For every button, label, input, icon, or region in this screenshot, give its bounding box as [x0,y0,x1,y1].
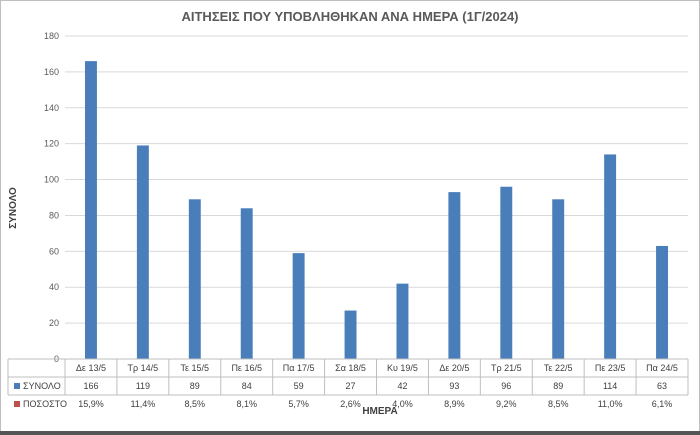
legend-label: ΠΟΣΟΣΤΟ [23,399,67,409]
y-tick-label: 120 [44,139,59,149]
bar [552,199,565,359]
category-label: Πε 23/5 [595,363,626,373]
y-tick-label: 80 [49,210,59,220]
bar [448,192,461,359]
legend-swatch [14,383,20,389]
data-label: 84 [242,381,252,391]
category-label: Πε 16/5 [231,363,262,373]
data-label: 11,0% [598,399,623,409]
y-tick-label: 180 [44,31,59,41]
bar [396,283,409,359]
category-label: Σα 18/5 [335,363,366,373]
data-label: 8,9% [444,399,465,409]
data-label: 42 [397,381,407,391]
category-label: Τρ 14/5 [128,363,159,373]
data-label: 5,7% [288,399,309,409]
y-tick-label: 140 [44,103,59,113]
data-label: 8,5% [185,399,206,409]
bar [604,154,617,359]
data-label: 15,9% [78,399,104,409]
bar [188,199,201,359]
data-label: 114 [603,381,617,391]
data-label: 59 [294,381,304,391]
category-label: Δε 13/5 [76,363,106,373]
chart-title: ΑΙΤΗΣΕΙΣ ΠΟΥ ΥΠΟΒΛΗΘΗΚΑΝ ΑΝΑ ΗΜΕΡΑ (1Γ/2… [181,9,518,24]
bar [292,253,305,359]
y-tick-label: 160 [44,67,59,77]
bars [84,61,669,359]
bar [344,310,357,359]
data-label: 6,1% [652,399,673,409]
legend-label: ΣΥΝΟΛΟ [23,381,61,391]
data-label: 93 [449,381,459,391]
category-label: Κυ 19/5 [387,363,418,373]
data-label: 119 [136,381,150,391]
bar [656,245,669,359]
bottom-rule [0,431,700,435]
data-label: 8,5% [548,399,569,409]
y-tick-label: 20 [49,318,59,328]
bar [84,61,97,359]
y-tick-label: 60 [49,246,59,256]
data-label: 89 [190,381,200,391]
data-label: 63 [657,381,667,391]
data-label: 11,4% [130,399,155,409]
x-axis-title: ΗΜΕΡΑ [362,406,397,417]
y-tick-label: 40 [49,282,59,292]
data-label: 9,2% [496,399,517,409]
data-label: 89 [553,381,563,391]
bar [136,145,149,359]
data-label: 4,0% [392,399,413,409]
category-label: Πα 24/5 [646,363,678,373]
category-label: Τε 15/5 [181,363,210,373]
gridlines [65,35,688,360]
data-label: 2,6% [340,399,361,409]
category-label: Τρ 21/5 [491,363,522,373]
data-table: Δε 13/5 Τρ 14/5 Τε 15/5 Πε 16/5 Πα 17/5 Σα 18… [7,358,689,409]
category-label: Δε 20/5 [439,363,469,373]
legend-swatch [14,401,20,407]
data-label: 166 [83,381,98,391]
bar [240,208,253,359]
data-label: 27 [346,381,356,391]
y-tick-label: 100 [44,175,59,185]
bar [500,186,513,359]
category-label: Τε 22/5 [544,363,573,373]
data-label: 8,1% [236,399,257,409]
data-label: 96 [501,381,511,391]
category-label: Πα 17/5 [283,363,315,373]
y-axis-title: ΣΥΝΟΛΟ [8,187,19,229]
